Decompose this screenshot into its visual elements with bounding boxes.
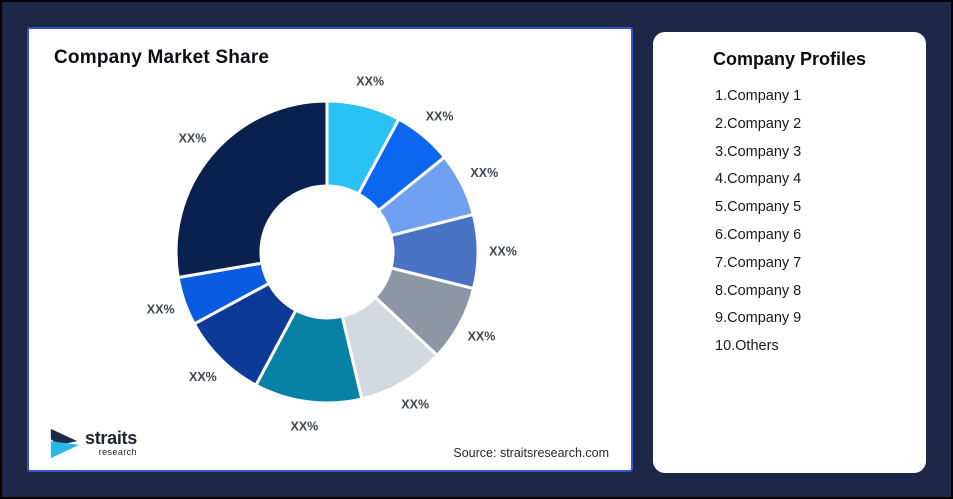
segment-value-label-5: XX% bbox=[468, 329, 496, 343]
profile-list-item-1: 1.Company 1 bbox=[715, 88, 802, 104]
source-attribution: Source: straitsresearch.com bbox=[453, 446, 609, 460]
segment-value-label-3: XX% bbox=[470, 166, 498, 180]
brand-name: straits bbox=[85, 428, 137, 448]
segment-value-label-8: XX% bbox=[189, 370, 217, 384]
company-profiles-card: Company Profiles 1.Company 1 2.Company 2 3… bbox=[653, 32, 926, 473]
straits-logo-icon bbox=[50, 428, 80, 459]
segment-value-label-1: XX% bbox=[356, 74, 384, 88]
profile-list-item-10: 10.Others bbox=[715, 338, 779, 355]
donut-segment-10 bbox=[174, 99, 329, 279]
profile-list-item-3: 3.Company 3 bbox=[715, 143, 802, 160]
segment-value-label-7: XX% bbox=[291, 420, 319, 434]
logo-cyan-shape bbox=[50, 441, 80, 459]
logo-navy-shape bbox=[50, 428, 78, 445]
segment-value-label-2: XX% bbox=[426, 110, 454, 124]
chart-title: Company Market Share bbox=[54, 47, 270, 68]
profile-list-item-2: 2.Company 2 bbox=[715, 115, 802, 132]
market-share-card: Company Market Share XX% XX% XX% XX% XX% XX% X… bbox=[27, 27, 633, 472]
profile-list-item-4: 4.Company 4 bbox=[715, 171, 802, 188]
segment-value-label-4: XX% bbox=[489, 244, 517, 258]
donut-chart: XX% XX% XX% XX% XX% XX% XX% XX% XX% XX% bbox=[147, 74, 517, 434]
profile-list-item-8: 8.Company 8 bbox=[715, 282, 802, 299]
logo-text: straits research bbox=[85, 429, 137, 457]
segment-value-label-10: XX% bbox=[179, 132, 207, 146]
profiles-list: 1.Company 1 2.Company 2 3.Company 3 4.Compa… bbox=[653, 83, 926, 361]
profile-list-item-5: 5.Company 5 bbox=[715, 199, 802, 216]
profile-list-item-6: 6.Company 6 bbox=[715, 226, 802, 243]
segment-value-label-9: XX% bbox=[147, 303, 175, 317]
profile-list-item-9: 9.Company 9 bbox=[715, 310, 802, 327]
brand-subtitle: research bbox=[98, 447, 137, 457]
brand-logo: straits research bbox=[48, 425, 137, 461]
profile-list-item-7: 7.Company 7 bbox=[715, 254, 802, 271]
segment-value-label-6: XX% bbox=[401, 397, 429, 411]
profiles-title: Company Profiles bbox=[712, 49, 867, 69]
